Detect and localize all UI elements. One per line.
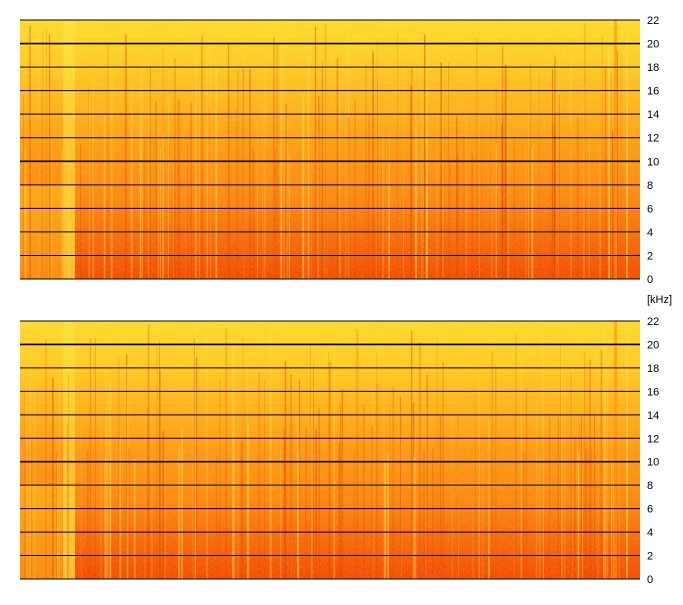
y-tick-label: 10	[647, 457, 659, 469]
y-tick-label: 20	[647, 339, 659, 351]
y-tick-label: 18	[647, 363, 659, 375]
y-tick-label: 14	[647, 109, 659, 121]
y-tick-label: 4	[647, 227, 653, 239]
y-tick-label: 4	[647, 527, 653, 539]
y-tick-label: 0	[647, 574, 653, 586]
y-tick-label: 22	[647, 316, 659, 328]
y-tick-label: 6	[647, 203, 653, 215]
grain-overlay	[20, 321, 640, 579]
y-tick-label: 12	[647, 133, 659, 145]
grain-overlay	[20, 20, 640, 279]
y-tick-label: 22	[647, 15, 659, 27]
y-tick-label: 0	[647, 274, 653, 286]
y-tick-label: 16	[647, 86, 659, 98]
y-tick-label: 14	[647, 410, 659, 422]
y-tick-label: 2	[647, 551, 653, 563]
y-tick-label: 8	[647, 480, 653, 492]
y-tick-label: 16	[647, 386, 659, 398]
y-tick-label: 6	[647, 504, 653, 516]
frequency-unit-label: [kHz]	[647, 294, 672, 306]
y-tick-label: 20	[647, 39, 659, 51]
y-tick-label: 12	[647, 433, 659, 445]
y-tick-label: 8	[647, 180, 653, 192]
y-tick-label: 2	[647, 250, 653, 262]
y-tick-label: 18	[647, 62, 659, 74]
y-tick-label: 10	[647, 156, 659, 168]
